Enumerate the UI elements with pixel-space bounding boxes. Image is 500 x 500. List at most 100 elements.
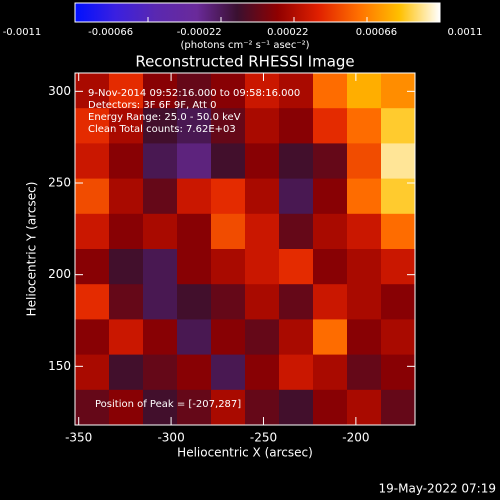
heatmap-cell — [211, 143, 246, 180]
heatmap-cell — [313, 108, 348, 144]
heatmap-cell — [109, 389, 144, 426]
heatmap-cell — [109, 73, 144, 109]
heatmap-cell — [177, 354, 212, 391]
x-axis-label: Heliocentric X (arcsec) — [177, 446, 313, 460]
heatmap-cell — [211, 354, 246, 391]
heatmap-cell — [211, 178, 246, 215]
heatmap-cell — [143, 143, 178, 180]
heatmap-cell — [245, 319, 280, 356]
heatmap-cell — [347, 108, 382, 144]
colorbar — [74, 2, 441, 23]
heatmap-cell — [75, 143, 110, 180]
heatmap-cell — [109, 354, 144, 391]
chart-title: Reconstructed RHESSI Image — [135, 53, 354, 71]
heatmap-cell — [381, 354, 416, 391]
heatmap-cell — [245, 143, 280, 180]
annotation: Energy Range: 25.0 - 50.0 keV — [88, 112, 241, 123]
heatmap-cell — [177, 284, 212, 320]
heatmap-cell — [347, 143, 382, 180]
footer: 19-May-2022 07:19 — [379, 482, 496, 496]
heatmap-cell — [109, 319, 144, 356]
heatmap-cell — [279, 108, 314, 144]
heatmap-cell — [381, 213, 416, 250]
heatmap-cell — [279, 249, 314, 285]
heatmap-cell — [75, 389, 110, 426]
heatmap-cell — [211, 389, 246, 426]
heatmap-cell — [279, 73, 314, 109]
heatmap-cell — [347, 389, 382, 426]
heatmap-cell — [381, 249, 416, 285]
heatmap-cell — [279, 143, 314, 180]
heatmap-cell — [313, 178, 348, 215]
y-tick-label: 200 — [48, 267, 71, 281]
heatmap-cell — [313, 354, 348, 391]
annotation: 9-Nov-2014 09:52:16.000 to 09:58:16.000 — [88, 88, 300, 99]
x-tick-label: -200 — [342, 431, 369, 445]
heatmap-cell — [143, 319, 178, 356]
heatmap-cell — [177, 319, 212, 356]
heatmap-cell — [211, 284, 246, 320]
heatmap-cell — [109, 284, 144, 320]
heatmap-cell — [75, 249, 110, 285]
heatmap-cell — [177, 178, 212, 215]
heatmap-cell — [75, 284, 110, 320]
heatmap-cell — [279, 213, 314, 250]
heatmap-cell — [313, 249, 348, 285]
colorbar-tick-label: -0.0011 — [3, 27, 42, 38]
heatmap-cell — [75, 178, 110, 215]
heatmap-cell — [313, 73, 348, 109]
heatmap-cell — [177, 143, 212, 180]
heatmap-cell — [347, 354, 382, 391]
heatmap-cell — [279, 389, 314, 426]
heatmap-cell — [313, 213, 348, 250]
heatmap-cell — [177, 213, 212, 250]
heatmap-cell — [245, 284, 280, 320]
peak-label: Position of Peak = [-207,287] — [95, 399, 241, 410]
heatmap-cell — [75, 319, 110, 356]
heatmap-cell — [245, 389, 280, 426]
heatmap-cell — [313, 389, 348, 426]
y-tick-label: 150 — [48, 359, 71, 373]
heatmap-cell — [347, 73, 382, 109]
heatmap-cell — [109, 213, 144, 250]
heatmap-cell — [381, 178, 416, 215]
annotation: Clean Total counts: 7.62E+03 — [88, 124, 236, 135]
heatmap-cell — [143, 389, 178, 426]
heatmap-cell — [279, 319, 314, 356]
heatmap-cell — [211, 108, 246, 144]
heatmap-cell — [177, 108, 212, 144]
colorbar-tick-label: 0.00066 — [356, 27, 397, 38]
colorbar-tick-label: 0.00022 — [267, 27, 308, 38]
heatmap-cell — [245, 73, 280, 109]
heatmap-cell — [211, 319, 246, 356]
heatmap-cell — [381, 108, 416, 144]
heatmap-cell — [245, 249, 280, 285]
heatmap-cell — [75, 213, 110, 250]
heatmap-cell — [381, 389, 416, 426]
heatmap-cell — [381, 284, 416, 320]
heatmap-cell — [109, 108, 144, 144]
heatmap-cell — [245, 178, 280, 215]
heatmap-cell — [313, 284, 348, 320]
heatmap-cell — [109, 249, 144, 285]
x-tick-label: -300 — [157, 431, 184, 445]
heatmap-cell — [279, 354, 314, 391]
heatmap-cell — [143, 213, 178, 250]
heatmap-cell — [245, 213, 280, 250]
plot-frame — [74, 72, 416, 426]
annotation: Detectors: 3F 6F 9F, Att 0 — [88, 100, 216, 111]
heatmap-cell — [279, 178, 314, 215]
x-tick-label: -250 — [250, 431, 277, 445]
colorbar-tick-label: -0.00066 — [88, 27, 133, 38]
heatmap-cell — [143, 73, 178, 109]
colorbar-label: (photons cm⁻² s⁻¹ asec⁻²) — [180, 40, 309, 51]
colorbar-tick-label: 0.0011 — [448, 27, 483, 38]
heatmap-cell — [143, 354, 178, 391]
heatmap-cell — [75, 354, 110, 391]
heatmap-cell — [347, 178, 382, 215]
heatmap-cell — [347, 213, 382, 250]
heatmap-cell — [347, 319, 382, 356]
heatmap-cell — [347, 249, 382, 285]
